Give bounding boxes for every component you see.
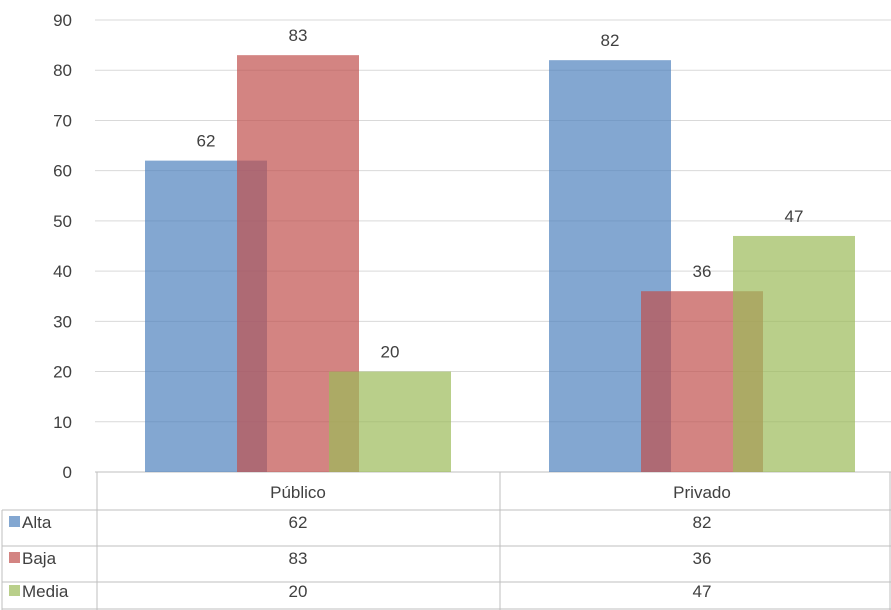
y-tick-label: 90 — [53, 11, 72, 30]
table-cell: 83 — [289, 549, 308, 568]
y-tick-label: 80 — [53, 61, 72, 80]
data-label: 62 — [197, 132, 216, 151]
y-tick-label: 50 — [53, 212, 72, 231]
data-label: 83 — [289, 26, 308, 45]
bar-media-1 — [329, 371, 451, 472]
data-label: 20 — [381, 343, 400, 362]
legend-label: Alta — [22, 513, 52, 532]
data-table: Público Privado Alta 62 82 Baja 83 36 Media 20 47 — [1, 472, 891, 610]
data-label: 47 — [785, 207, 804, 226]
category-label: Público — [270, 483, 326, 502]
y-tick-label: 0 — [63, 463, 72, 482]
data-label: 82 — [601, 31, 620, 50]
data-label: 36 — [693, 262, 712, 281]
y-axis-ticks: 0 10 20 30 40 50 60 70 80 90 — [53, 11, 72, 482]
table-cell: 62 — [289, 513, 308, 532]
legend-swatch — [9, 516, 20, 527]
y-tick-label: 20 — [53, 363, 72, 382]
legend-label: Media — [22, 582, 69, 601]
table-cell: 36 — [693, 549, 712, 568]
legend-swatch — [9, 585, 20, 596]
data-labels: 62 83 20 82 36 47 — [197, 26, 804, 361]
bar-media-2 — [733, 235, 855, 472]
category-label: Privado — [673, 483, 731, 502]
table-cell: 82 — [693, 513, 712, 532]
legend-label: Baja — [22, 549, 57, 568]
y-tick-label: 30 — [53, 312, 72, 331]
y-tick-label: 10 — [53, 413, 72, 432]
legend-swatch — [9, 552, 20, 563]
bars — [145, 55, 855, 473]
y-tick-label: 40 — [53, 262, 72, 281]
table-cell: 20 — [289, 582, 308, 601]
table-cell: 47 — [693, 582, 712, 601]
y-tick-label: 60 — [53, 162, 72, 181]
y-tick-label: 70 — [53, 111, 72, 130]
